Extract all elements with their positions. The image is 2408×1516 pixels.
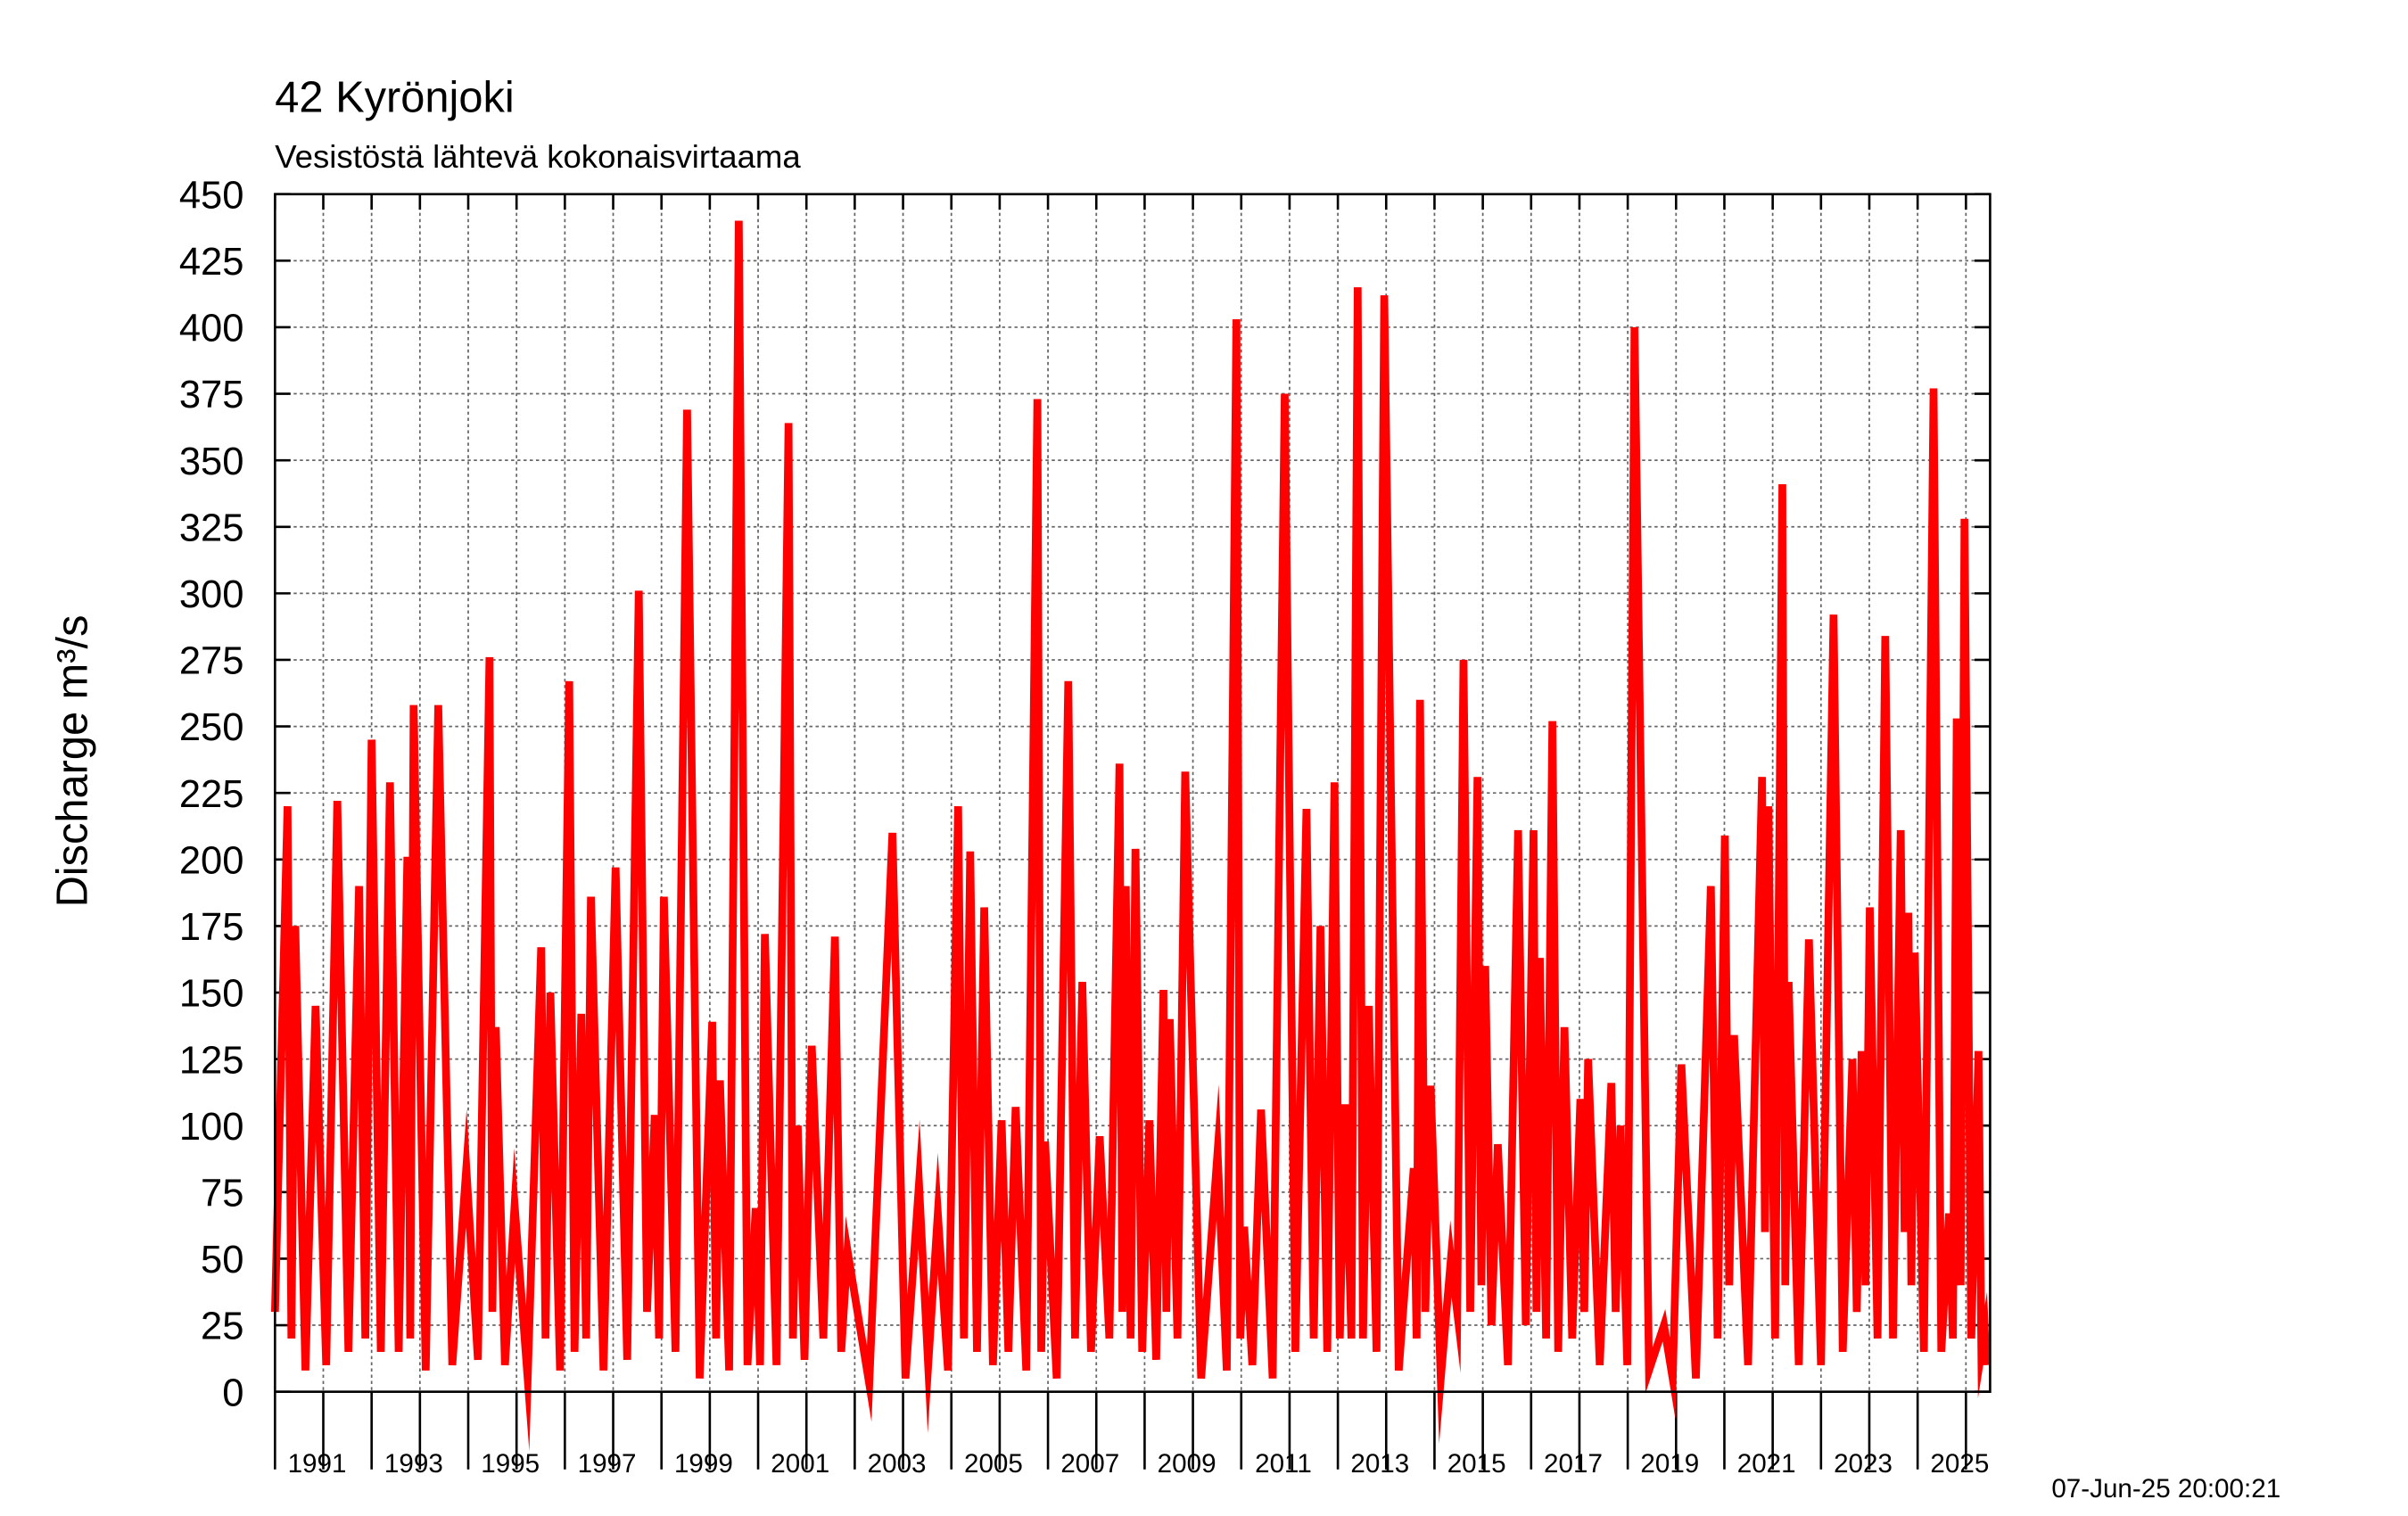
chart-title: 42 Kyrönjoki [275, 73, 514, 121]
x-tick-label: 2007 [1060, 1449, 1119, 1479]
x-tick-label: 1997 [578, 1449, 637, 1479]
y-tick-label: 0 [222, 1372, 243, 1414]
x-tick-label: 2005 [964, 1449, 1023, 1479]
data-line [270, 220, 1991, 1452]
x-tick-label: 2019 [1640, 1449, 1699, 1479]
y-tick-label: 50 [201, 1239, 243, 1281]
x-tick-label: 2003 [868, 1449, 927, 1479]
y-tick-label: 350 [179, 441, 244, 483]
plot-area [270, 220, 1991, 1452]
grid: 0 25 50 75 100 125 150 175 200 225 250 275 300 325 350… [179, 174, 1991, 1479]
y-tick-label: 300 [179, 573, 244, 616]
x-tick-label: 2011 [1255, 1449, 1312, 1479]
x-tick-label: 1991 [288, 1449, 347, 1479]
y-tick-label: 425 [179, 241, 244, 284]
y-tick-label: 100 [179, 1106, 244, 1149]
y-tick-label: 200 [179, 839, 244, 882]
y-tick-label: 375 [179, 374, 244, 416]
x-tick-label: 2025 [1930, 1449, 1989, 1479]
x-tick-label: 2023 [1834, 1449, 1893, 1479]
x-tick-label: 2013 [1350, 1449, 1409, 1479]
x-tick-label: 1993 [384, 1449, 443, 1479]
y-axis-label: Discharge m³/s [49, 615, 97, 908]
y-tick-label: 450 [179, 174, 244, 217]
y-tick-label: 125 [179, 1039, 244, 1082]
plot-frame [274, 193, 1992, 1393]
timestamp: 07-Jun-25 20:00:21 [2051, 1474, 2280, 1504]
x-tick-label: 1995 [481, 1449, 540, 1479]
y-tick-label: 225 [179, 773, 244, 816]
y-tick-label: 325 [179, 507, 244, 549]
x-tick-label: 2017 [1544, 1449, 1603, 1479]
x-tick-label: 2001 [771, 1449, 829, 1479]
y-tick-label: 175 [179, 906, 244, 949]
y-tick-label: 75 [201, 1173, 243, 1215]
y-tick-label: 400 [179, 308, 244, 350]
x-tick-label: 2015 [1447, 1449, 1506, 1479]
y-tick-label: 275 [179, 640, 244, 683]
x-tick-label: 2021 [1737, 1449, 1796, 1479]
x-tick-label: 2009 [1158, 1449, 1216, 1479]
y-tick-label: 150 [179, 973, 244, 1016]
y-tick-label: 250 [179, 706, 244, 749]
y-tick-label: 25 [201, 1306, 243, 1348]
chart-subtitle: Vesistöstä lähtevä kokonaisvirtaama [275, 138, 801, 175]
x-tick-label: 1999 [674, 1449, 733, 1479]
